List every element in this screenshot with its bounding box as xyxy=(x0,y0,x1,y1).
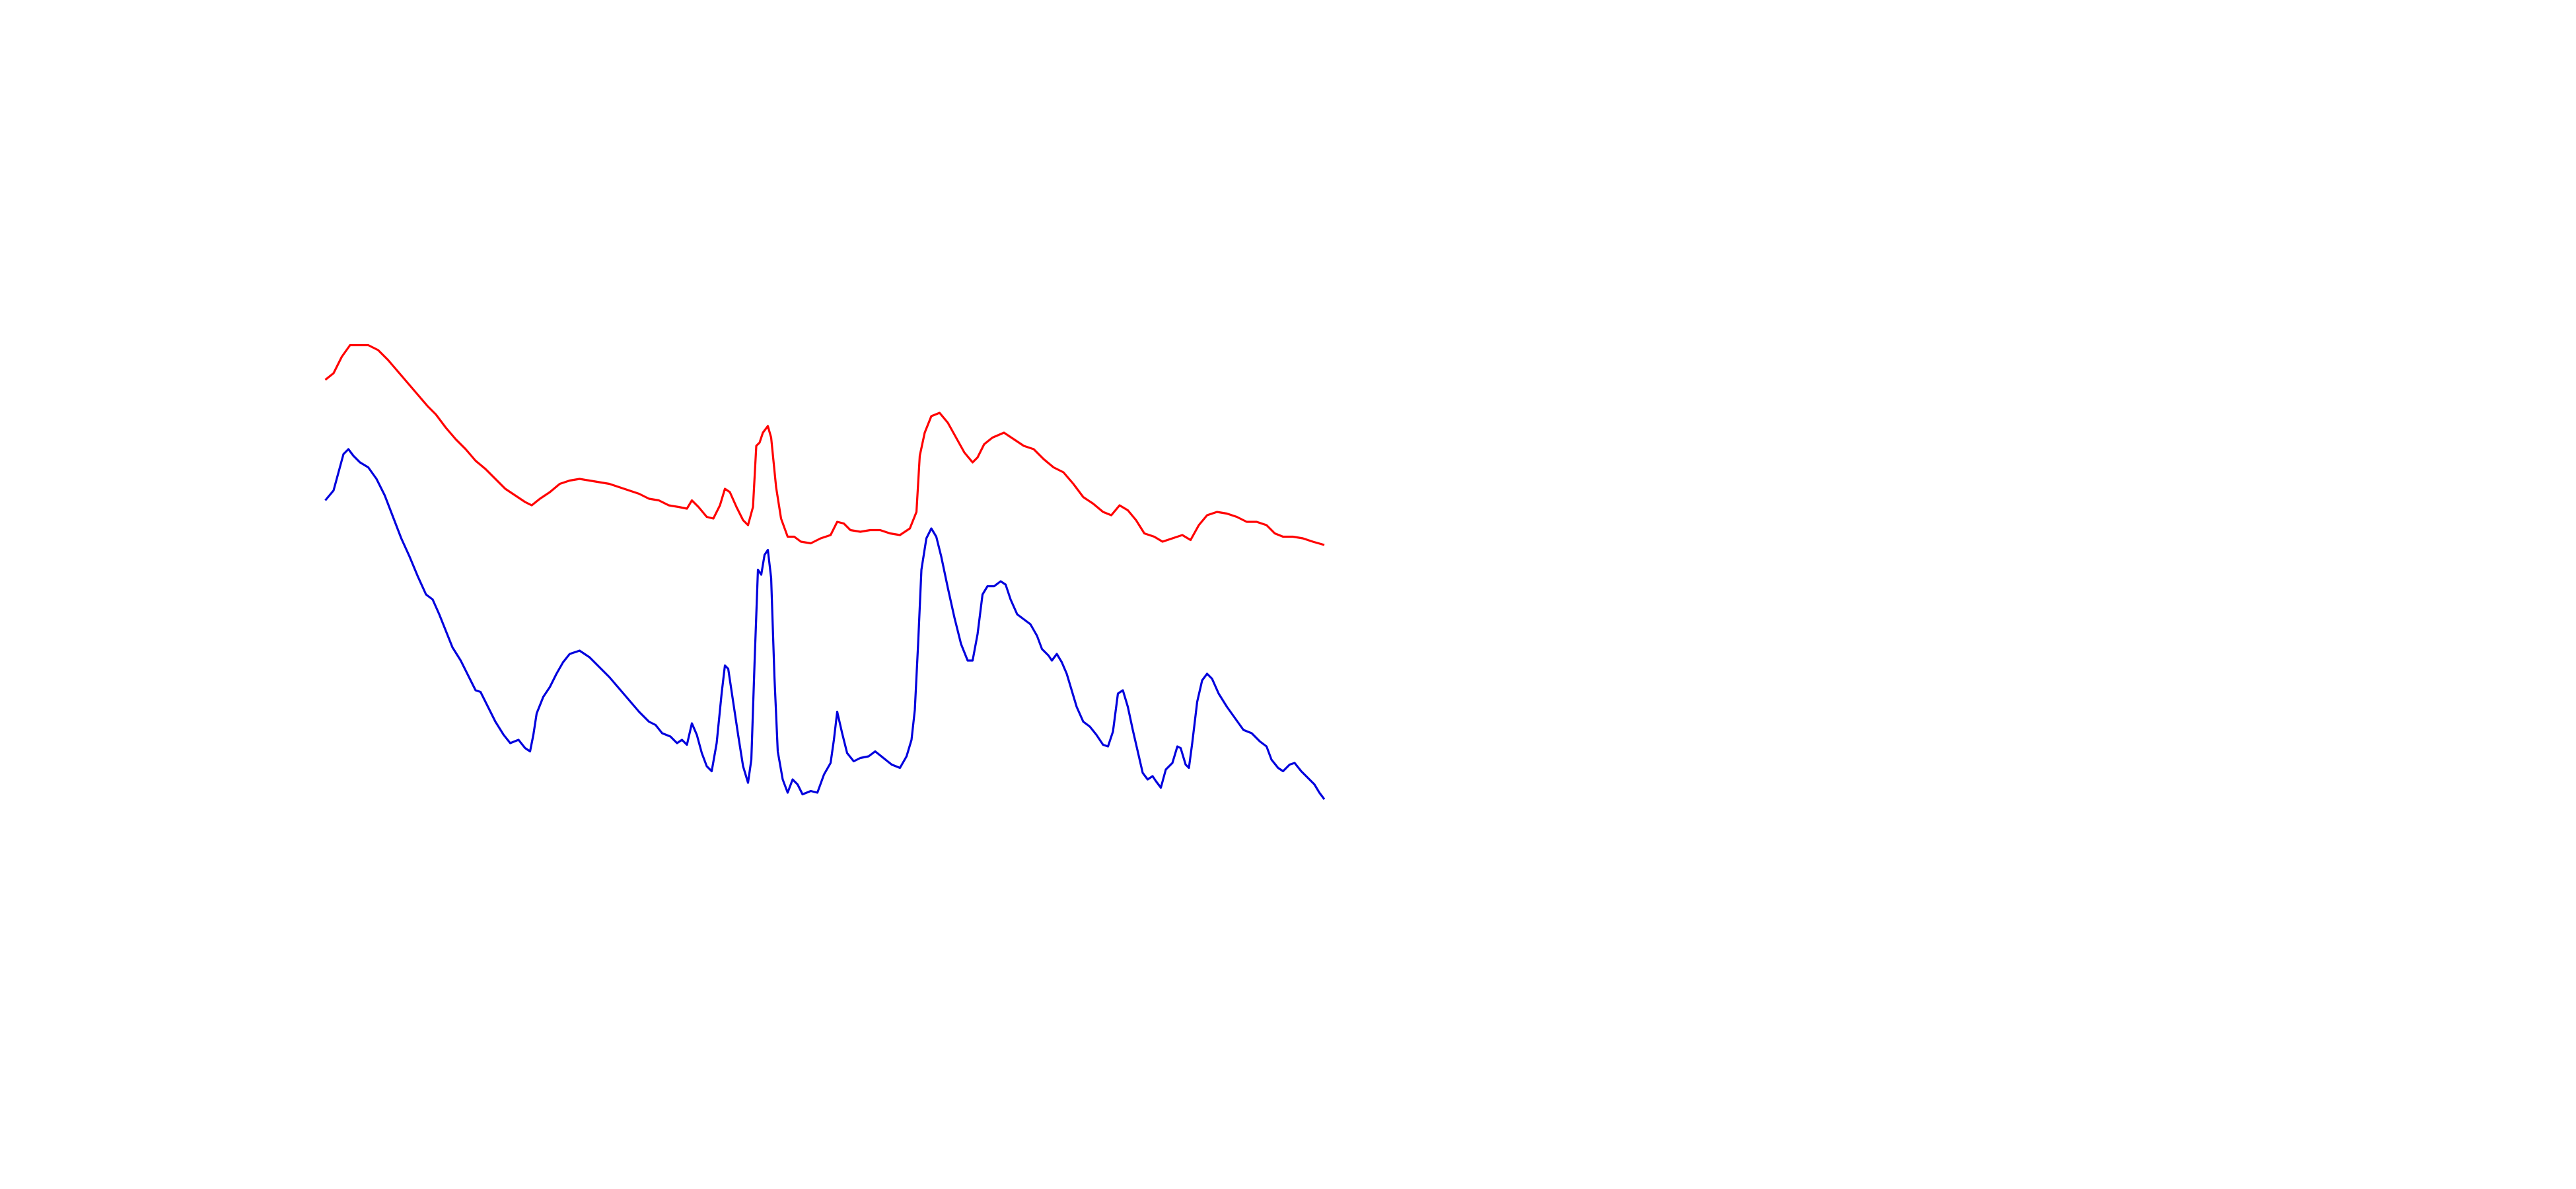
line xyxy=(324,448,1326,800)
line xyxy=(324,343,1325,546)
